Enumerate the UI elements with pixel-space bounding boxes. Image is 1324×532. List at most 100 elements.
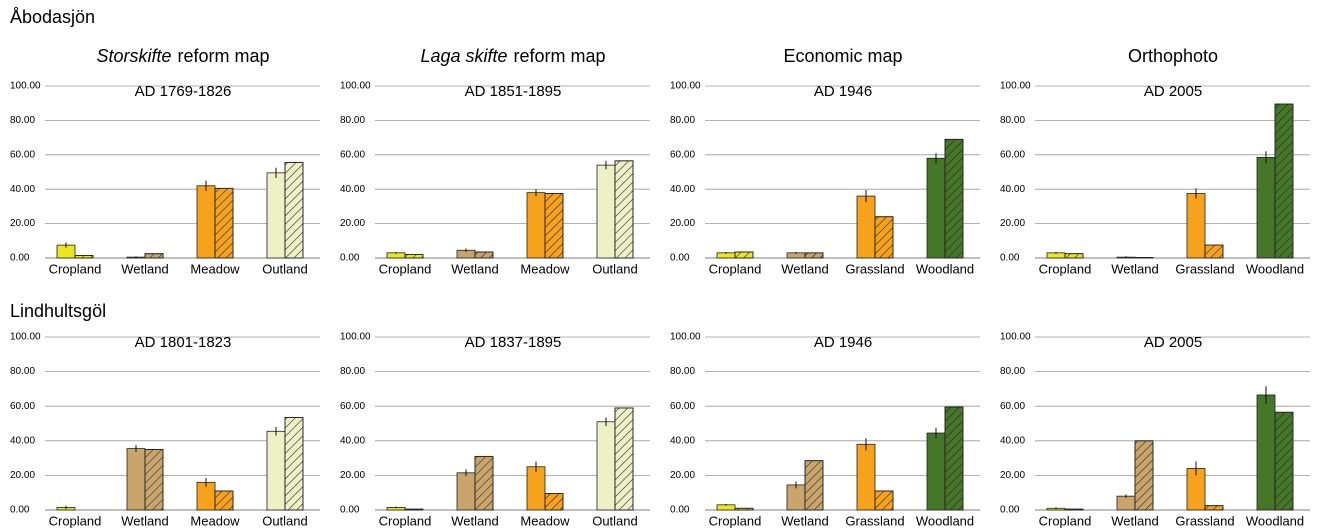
chart-title: AD 1801-1823 [135,334,232,351]
x-tick-label: Meadow [520,261,570,276]
y-tick-label: 0.00 [340,253,360,264]
bar-hatch [544,193,564,259]
y-tick-label: 20.00 [10,470,35,481]
y-tick-label: 60.00 [670,149,695,160]
bar-hatch [544,493,564,511]
bar-hatch [74,255,94,259]
y-tick-label: 60.00 [340,149,365,160]
x-tick-label: Grassland [845,513,904,528]
x-tick-label: Woodland [916,261,974,276]
y-tick-label: 20.00 [670,470,695,481]
x-tick-label: Woodland [1246,513,1304,528]
column-title: Laga skifte reform map [420,46,605,66]
bar-hatch [804,252,824,259]
y-tick-label: 0.00 [10,253,30,264]
column-title-text: reform map [514,46,606,66]
y-tick-label: 80.00 [1000,366,1025,377]
x-tick-label: Grassland [1175,513,1234,528]
chart-title: AD 1837-1895 [465,334,562,351]
x-tick-label: Cropland [709,261,762,276]
column-title-text: reform map [178,46,270,66]
bar-hatch [1204,505,1224,511]
bar-hatch [874,216,894,259]
y-tick-label: 100.00 [1000,81,1031,92]
y-tick-label: 100.00 [670,332,701,343]
x-tick-label: Wetland [451,261,498,276]
x-tick-label: Wetland [1111,261,1158,276]
y-tick-label: 60.00 [670,401,695,412]
column-title-emphasis: Laga skifte [420,46,507,66]
bar [1116,495,1136,511]
y-tick-label: 0.00 [340,505,360,516]
x-tick-label: Wetland [1111,513,1158,528]
y-tick-label: 20.00 [1000,218,1025,229]
x-tick-label: Cropland [379,261,432,276]
bar-hatch [284,162,304,259]
x-tick-label: Outland [262,261,308,276]
bar-hatch [614,407,634,511]
bar-hatch [804,460,824,511]
x-tick-label: Wetland [781,261,828,276]
column-title: Orthophoto [1128,46,1218,66]
y-tick-label: 20.00 [340,470,365,481]
y-tick-label: 40.00 [1000,435,1025,446]
x-tick-label: Woodland [916,513,974,528]
bar [856,443,876,511]
y-tick-label: 100.00 [340,81,371,92]
column-title: Storskifte reform map [96,46,269,66]
x-tick-label: Meadow [190,261,240,276]
x-tick-label: Cropland [49,513,102,528]
y-tick-label: 0.00 [1000,253,1020,264]
bar-hatch [1064,508,1084,511]
x-tick-label: Cropland [49,261,102,276]
chart-title: AD 1946 [814,334,872,351]
x-tick-label: Outland [592,513,638,528]
column-title-text: Economic map [783,46,902,66]
y-tick-label: 40.00 [1000,184,1025,195]
bar [526,192,546,259]
y-tick-label: 60.00 [1000,401,1025,412]
x-tick-label: Woodland [1246,261,1304,276]
bar [266,172,286,259]
y-tick-label: 80.00 [10,366,35,377]
row-label: Åbodasjön [10,7,95,27]
chart-title: AD 1769-1826 [135,83,232,100]
y-tick-label: 40.00 [340,435,365,446]
bar-hatch [1134,440,1154,511]
bar-hatch [734,251,754,259]
y-tick-label: 20.00 [1000,470,1025,481]
bar [856,195,876,259]
bar-hatch [1064,253,1084,259]
chart-title: AD 2005 [1144,334,1202,351]
bar-hatch [1134,257,1154,259]
bar [596,421,616,511]
y-tick-label: 0.00 [670,505,690,516]
bar [596,164,616,259]
bar [926,157,946,259]
x-tick-label: Cropland [1039,513,1092,528]
bar-hatch [474,455,494,511]
y-tick-label: 0.00 [670,253,690,264]
row-label: Lindhultsgöl [10,301,106,321]
y-tick-label: 100.00 [10,81,41,92]
y-tick-label: 80.00 [340,366,365,377]
bar-hatch [214,187,234,259]
x-tick-label: Meadow [190,513,240,528]
bar [126,448,146,511]
x-tick-label: Outland [592,261,638,276]
bar-hatch [1274,411,1294,511]
bar-hatch [404,508,424,511]
column-title-emphasis: Storskifte [96,46,171,66]
bar [266,430,286,511]
bar-hatch [1274,103,1294,259]
bar-hatch [284,417,304,511]
x-tick-label: Cropland [1039,261,1092,276]
y-tick-label: 60.00 [10,401,35,412]
y-tick-label: 0.00 [1000,505,1020,516]
bar [526,466,546,511]
bar-hatch [614,160,634,259]
bar-hatch [874,490,894,511]
x-tick-label: Wetland [121,513,168,528]
x-tick-label: Meadow [520,513,570,528]
chart-title: AD 1851-1895 [465,83,562,100]
